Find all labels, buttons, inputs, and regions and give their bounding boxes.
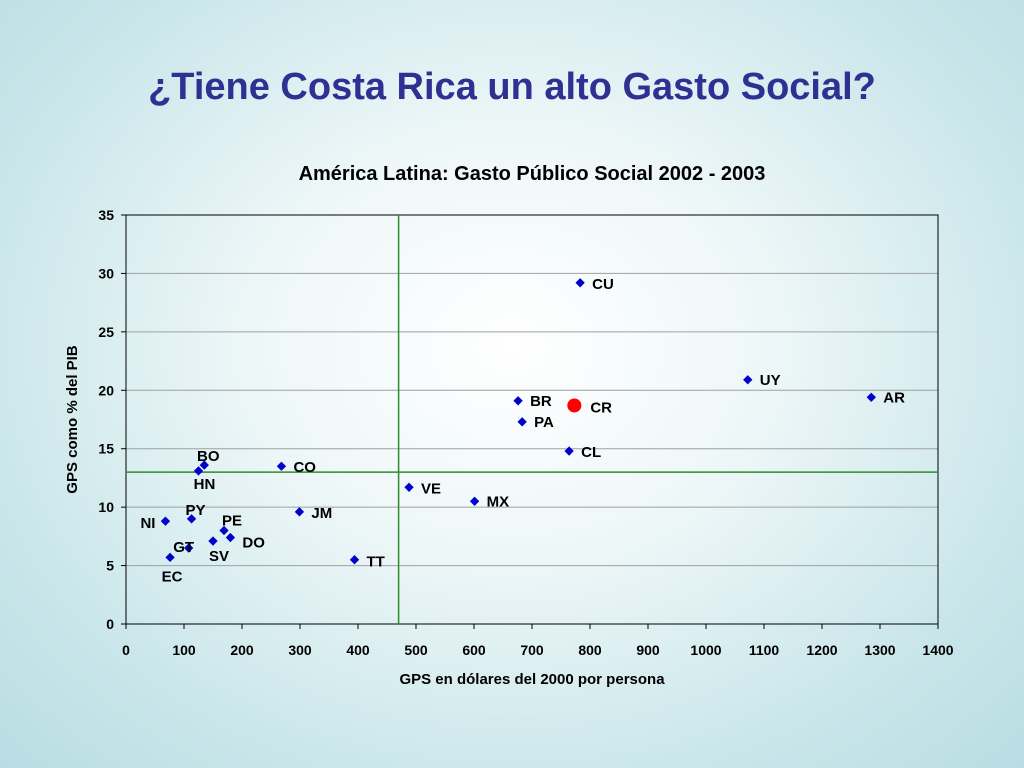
y-tick-label: 35 [98,207,114,223]
y-tick-label: 20 [98,382,114,398]
x-tick-label: 1000 [690,642,721,658]
point-cl-marker [564,446,574,456]
point-pa-marker [517,417,527,427]
point-br-label: BR [530,393,552,410]
point-hn-marker [193,466,204,476]
point-pe-label: PE [222,513,242,530]
point-ni-marker [160,516,171,526]
point-br-marker [513,396,523,406]
x-tick-label: 200 [230,642,254,658]
x-tick-label: 800 [578,642,602,658]
point-jm-marker [294,507,305,517]
point-sv-label: SV [209,548,229,565]
point-ni-label: NI [140,515,155,532]
point-do-label: DO [242,535,265,552]
point-ar-marker [866,392,876,402]
point-bo-marker [199,460,209,470]
x-tick-label: 1400 [922,642,953,658]
chart-title: América Latina: Gasto Público Social 200… [299,163,766,185]
point-cr-label: CR [590,399,612,416]
x-axis-ticks: 0 100 200 300 400 500 600 700 800 900 1000 1100 1200… [122,624,954,658]
point-hn-label: HN [194,476,216,493]
point-do-marker [225,532,236,543]
point-tt-label: TT [367,554,385,571]
y-tick-label: 25 [98,324,114,340]
point-cu-marker [575,278,585,288]
point-cl-label: CL [581,444,601,461]
y-tick-label: 5 [106,558,114,574]
point-uy-marker [743,375,753,385]
x-tick-label: 1300 [864,642,895,658]
x-tick-label: 0 [122,642,130,658]
point-py-label: PY [186,502,206,519]
slide-title: ¿Tiene Costa Rica un alto Gasto Social? [148,66,876,108]
y-tick-label: 30 [98,265,114,281]
point-uy-label: UY [760,372,781,389]
point-cr-marker [567,398,582,413]
x-tick-label: 1200 [806,642,837,658]
point-co-marker [276,461,287,471]
x-tick-label: 100 [172,642,196,658]
point-ar-label: AR [883,389,905,406]
y-axis-ticks: 0 5 10 15 20 25 30 35 [98,207,126,632]
point-sv-marker [208,536,218,546]
point-pa-label: PA [534,414,554,431]
point-mx-label: MX [487,493,510,510]
x-tick-label: 400 [346,642,370,658]
x-tick-label: 600 [462,642,486,658]
point-ve-label: VE [421,480,441,497]
x-axis-label: GPS en dólares del 2000 por persona [399,671,665,688]
point-cu-label: CU [592,276,614,293]
grid-lines [126,214,938,567]
plot-area [125,214,939,625]
y-tick-label: 10 [98,499,114,515]
x-tick-label: 700 [520,642,544,658]
x-tick-label: 900 [636,642,660,658]
y-axis-label: GPS como % del PIB [64,345,81,494]
point-gt-marker [183,543,194,553]
point-co-label: CO [293,459,316,476]
x-tick-label: 500 [404,642,428,658]
point-jm-label: JM [311,505,332,522]
y-tick-label: 0 [106,616,114,632]
point-bo-label: BO [197,448,220,465]
point-ec-marker [165,552,175,563]
point-mx-marker [469,496,480,506]
y-tick-label: 15 [98,441,114,457]
point-tt-marker [349,555,360,565]
x-tick-label: 1100 [749,642,780,658]
point-gt-label: GT [173,539,194,556]
x-tick-label: 300 [288,642,312,658]
point-ec-label: EC [162,568,183,585]
point-ve-marker [404,482,414,492]
point-pe-marker [219,525,229,536]
reference-lines [126,215,938,624]
